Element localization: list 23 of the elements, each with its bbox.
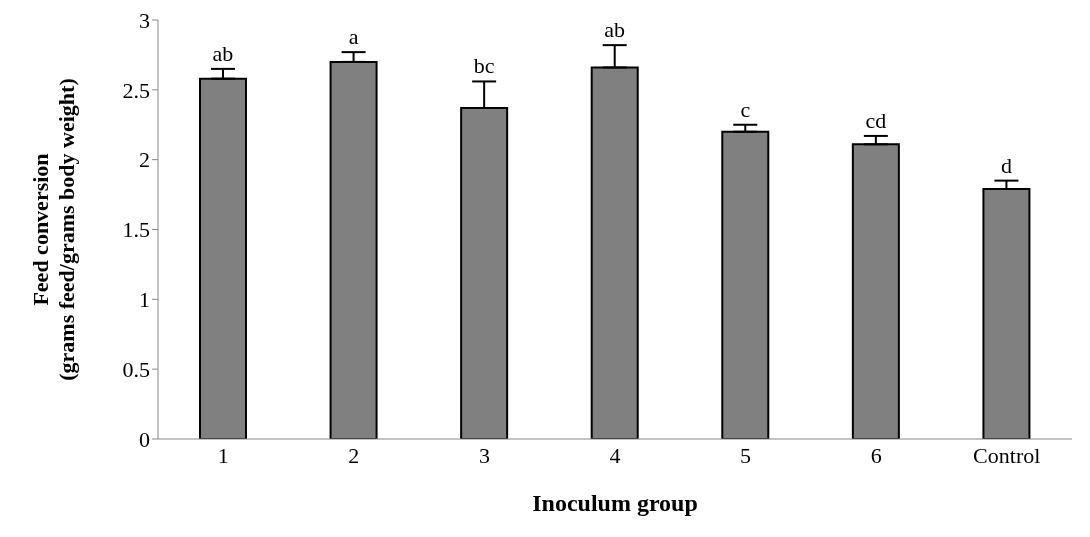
data-label: bc xyxy=(473,53,495,79)
y-tick-label: 2.5 xyxy=(122,77,150,103)
y-tick-label: 1 xyxy=(139,287,150,313)
x-tick-label: 1 xyxy=(217,442,229,468)
x-tick-label: 3 xyxy=(478,442,490,468)
y-tick-label: 0 xyxy=(139,426,150,452)
y-tick-label: 3 xyxy=(139,7,150,33)
x-tick-label: 2 xyxy=(348,442,360,468)
data-label: c xyxy=(740,96,751,122)
y-tick-label: 0.5 xyxy=(122,356,150,382)
x-tick-label: 4 xyxy=(609,442,621,468)
data-label: ab xyxy=(604,17,626,43)
data-label: d xyxy=(1000,152,1012,178)
data-label: a xyxy=(348,24,359,50)
y-tick-label: 2 xyxy=(139,147,150,173)
x-tick-label: 5 xyxy=(740,442,752,468)
x-axis-title: Inoculum group xyxy=(532,490,698,516)
x-tick-label: Control xyxy=(973,442,1041,468)
x-tick-label: 6 xyxy=(870,442,882,468)
y-tick-label: 1.5 xyxy=(122,217,150,243)
y-axis-title: Feed conversion (grams feed/grams body weight) xyxy=(28,78,79,381)
data-label: ab xyxy=(212,40,234,66)
data-label: cd xyxy=(865,107,887,133)
